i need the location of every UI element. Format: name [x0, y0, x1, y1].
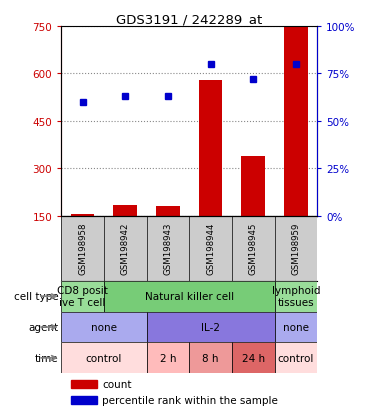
Text: time: time [35, 353, 59, 363]
Bar [61, 312, 147, 343]
Bar [104, 281, 275, 312]
Bar [284, 28, 308, 216]
Text: GSM198958: GSM198958 [78, 223, 87, 275]
Text: 2 h: 2 h [160, 353, 176, 363]
Bar [61, 281, 104, 312]
Text: control: control [278, 353, 314, 363]
Text: GSM198945: GSM198945 [249, 223, 258, 275]
Bar [72, 380, 97, 387]
Bar [147, 343, 189, 373]
Text: none: none [283, 322, 309, 332]
Text: GSM198959: GSM198959 [291, 223, 301, 275]
Bar [275, 312, 317, 343]
Bar [275, 281, 317, 312]
Bar [199, 81, 222, 216]
Bar [61, 343, 147, 373]
Text: cell type: cell type [14, 292, 59, 301]
Text: GSM198944: GSM198944 [206, 223, 215, 275]
Bar [147, 312, 275, 343]
Text: CD8 posit
ive T cell: CD8 posit ive T cell [57, 286, 108, 307]
Bar [71, 214, 94, 216]
Bar [189, 343, 232, 373]
Bar [156, 206, 180, 216]
Bar [275, 343, 317, 373]
Text: control: control [86, 353, 122, 363]
Text: count: count [102, 379, 132, 389]
Text: percentile rank within the sample: percentile rank within the sample [102, 395, 278, 405]
Text: Natural killer cell: Natural killer cell [145, 292, 234, 301]
Text: lymphoid
tissues: lymphoid tissues [272, 286, 320, 307]
Text: 24 h: 24 h [242, 353, 265, 363]
Bar [114, 205, 137, 216]
Bar [242, 156, 265, 216]
Text: IL-2: IL-2 [201, 322, 220, 332]
Text: GSM198942: GSM198942 [121, 223, 130, 275]
Bar [72, 396, 97, 404]
Title: GDS3191 / 242289_at: GDS3191 / 242289_at [116, 13, 262, 26]
Bar [232, 343, 275, 373]
Text: 8 h: 8 h [202, 353, 219, 363]
Text: GSM198943: GSM198943 [163, 223, 173, 275]
Text: agent: agent [29, 322, 59, 332]
Text: none: none [91, 322, 117, 332]
